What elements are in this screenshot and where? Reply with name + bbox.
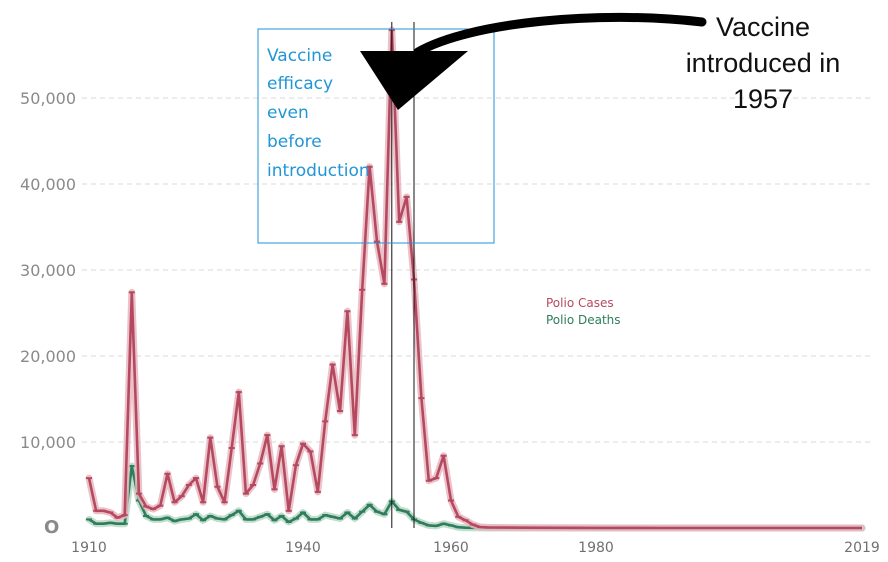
callout-line: 1957 (733, 84, 793, 114)
callout-text: Vaccine introduced in 1957 (686, 12, 841, 114)
y-tick-label: 50,000 (20, 89, 76, 108)
y-tick-label: 40,000 (20, 175, 76, 194)
y-zero-marker: O (44, 517, 59, 538)
y-tick-label: 10,000 (20, 433, 76, 452)
box-text-line: introduction (267, 161, 370, 181)
callout-line: Vaccine (716, 12, 810, 42)
series-lines (85, 26, 866, 532)
box-text-line: efficacy (267, 74, 333, 94)
y-axis-ticks: 10,000 20,000 30,000 40,000 50,000 (20, 89, 76, 452)
x-axis-ticks: 1910 1940 1960 1980 2019 (71, 540, 880, 556)
callout-arrow (413, 12, 707, 57)
x-tick-label: 1960 (433, 540, 469, 556)
annotation-box (257, 28, 495, 244)
x-tick-label: 1910 (71, 540, 107, 556)
box-text-line: even (267, 103, 309, 123)
legend-item-cases: Polio Cases (546, 296, 614, 310)
annotation-box-text: Vaccine efficacy even before introductio… (267, 46, 370, 181)
series-cases-line (87, 28, 862, 530)
legend-item-deaths: Polio Deaths (546, 313, 621, 327)
callout-line: introduced in (686, 48, 841, 78)
x-tick-label: 2019 (844, 540, 880, 556)
box-text-line: before (267, 132, 322, 152)
box-text-line: Vaccine (267, 46, 332, 66)
x-tick-label: 1940 (285, 540, 321, 556)
y-tick-label: 20,000 (20, 347, 76, 366)
legend: Polio Cases Polio Deaths (546, 296, 621, 327)
x-tick-label: 1980 (578, 540, 614, 556)
gridlines (82, 97, 870, 443)
callout-arrowhead (360, 51, 468, 110)
y-tick-label: 30,000 (20, 261, 76, 280)
vertical-markers (391, 22, 415, 528)
